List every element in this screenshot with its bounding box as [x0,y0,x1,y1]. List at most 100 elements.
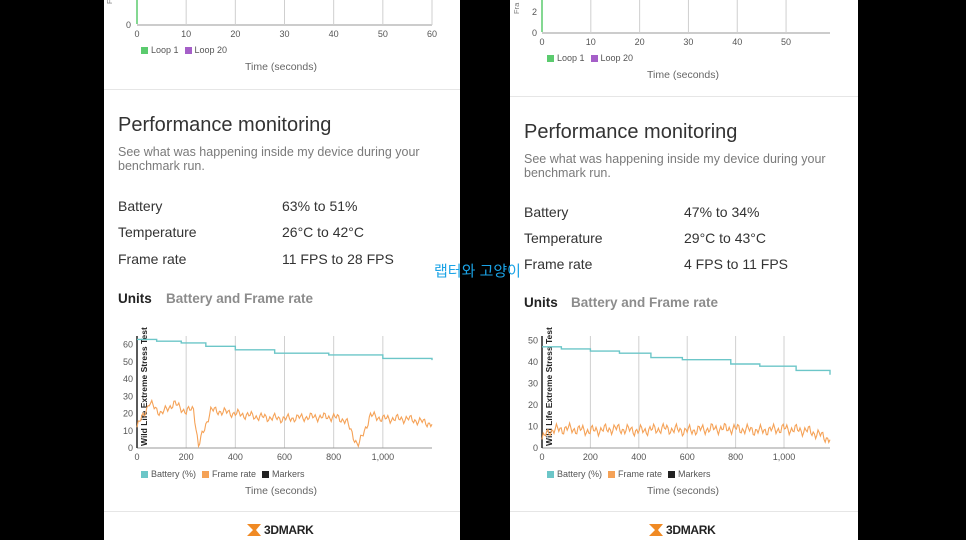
loop-chart-y-tick: 2 [532,7,537,17]
loop-chart-x-tick: 0 [134,29,139,39]
loop-chart-y-label: F [105,0,114,4]
battery-value: 63% to 51% [282,198,358,214]
loop-chart-x-tick: 10 [181,29,191,39]
frame-rate-series-line [136,398,433,449]
x-tick-label: 200 [179,452,194,462]
y-tick-label: 0 [128,443,133,453]
x-tick-label: 1,000 [773,452,796,462]
frame-rate-value: 4 FPS to 11 FPS [684,256,789,272]
legend-loop20: Loop 20 [184,45,227,55]
legend-battery: Battery (%) [141,469,196,479]
stress-test-marker-label: Wild Life Extreme Stress Test [139,327,149,446]
legend-loop20: Loop 20 [590,53,633,63]
temperature-value: 26°C to 42°C [282,224,365,240]
frame-rate-label: Frame rate [118,251,187,267]
loop-chart-x-tick: 40 [329,29,339,39]
loop-chart-x-tick: 20 [635,37,645,47]
y-tick-label: 10 [528,421,538,431]
legend-markers: Markers [668,469,711,479]
x-tick-label: 800 [326,452,341,462]
x-tick-label: 1,000 [372,452,395,462]
3dmark-logo: 3DMARK [649,523,716,537]
y-tick-label: 30 [528,378,538,388]
loop-chart-x-title: Time (seconds) [245,61,317,73]
section-subtitle: See what was happening inside my device … [524,152,826,180]
x-tick-label: 0 [539,452,544,462]
loop-chart-x-tick: 30 [683,37,693,47]
loop-chart-x-tick: 50 [781,37,791,47]
loop-chart-x-tick: 10 [586,37,596,47]
loop-chart: Fra 2 0 0 10 20 30 40 50 [512,0,830,47]
legend-loop1: Loop 1 [547,53,585,63]
left-results-panel: F 0 0 10 20 30 40 50 60 Loop 1 Loop 20 Time (s… [104,0,460,540]
section-title: Performance monitoring [118,114,332,136]
loop-chart-x-tick: 40 [732,37,742,47]
loop-chart-x-tick: 0 [539,37,544,47]
y-tick-label: 20 [123,409,133,419]
loop-chart-x-tick: 60 [427,29,437,39]
section-subtitle: See what was happening inside my device … [118,145,420,173]
legend-battery: Battery (%) [547,469,602,479]
performance-chart-legend: Battery (%) Frame rate Markers [547,469,717,479]
performance-chart-x-title: Time (seconds) [245,485,317,497]
loop-chart-legend: Loop 1 Loop 20 [547,53,639,63]
right-results-panel: Fra 2 0 0 10 20 30 40 50 Loop 1 Loop 20 Time … [510,0,858,540]
temperature-value: 29°C to 43°C [684,230,767,246]
tab-units[interactable]: Units [118,291,152,306]
tab-units[interactable]: Units [524,295,558,310]
battery-label: Battery [524,204,569,220]
x-tick-label: 400 [228,452,243,462]
divider [510,511,858,512]
divider [510,96,858,97]
3dmark-logo-icon [649,524,663,536]
battery-series-line [542,346,831,375]
x-tick-label: 800 [728,452,743,462]
loop-chart-x-tick: 30 [279,29,289,39]
battery-label: Battery [118,198,163,214]
performance-chart-x-title: Time (seconds) [647,485,719,497]
loop-chart-legend: Loop 1 Loop 20 [141,45,233,55]
battery-series-line [137,338,433,361]
temperature-label: Temperature [118,224,197,240]
loop-chart-y-label: Fra [512,2,521,14]
performance-chart-legend: Battery (%) Frame rate Markers [141,469,311,479]
tab-battery-frame-rate[interactable]: Battery and Frame rate [571,295,719,310]
loop-chart-x-title: Time (seconds) [647,69,719,81]
battery-value: 47% to 34% [684,204,760,220]
y-tick-label: 30 [123,391,133,401]
loop-chart-x-tick: 50 [378,29,388,39]
y-tick-label: 60 [123,340,133,350]
legend-frame-rate: Frame rate [608,469,662,479]
y-tick-label: 20 [528,400,538,410]
loop-chart: F 0 0 10 20 30 40 50 60 [105,0,437,39]
performance-chart: 0 10 20 30 40 50 0 200 400 600 800 1,000 Wild Life E… [528,327,831,462]
y-tick-label: 40 [123,374,133,384]
y-tick-label: 0 [533,443,538,453]
watermark-text: 랩터와 고양이 [434,263,521,280]
legend-loop1: Loop 1 [141,45,179,55]
legend-frame-rate: Frame rate [202,469,256,479]
loop-chart-y-tick: 0 [532,28,537,38]
x-tick-label: 600 [680,452,695,462]
frame-rate-label: Frame rate [524,256,593,272]
3dmark-logo: 3DMARK [247,523,314,537]
3dmark-logo-icon [247,524,261,536]
tab-battery-frame-rate[interactable]: Battery and Frame rate [166,291,314,306]
y-tick-label: 10 [123,426,133,436]
x-tick-label: 400 [631,452,646,462]
divider [104,89,460,90]
frame-rate-series-line [541,421,831,445]
stress-test-marker-label: Wild Life Extreme Stress Test [544,327,554,446]
divider [104,511,460,512]
y-tick-label: 40 [528,357,538,367]
temperature-label: Temperature [524,230,603,246]
frame-rate-value: 11 FPS to 28 FPS [282,251,394,267]
x-tick-label: 600 [277,452,292,462]
loop-chart-x-tick: 20 [230,29,240,39]
legend-markers: Markers [262,469,305,479]
loop-chart-y-tick: 0 [126,20,131,30]
x-tick-label: 200 [583,452,598,462]
y-tick-label: 50 [528,335,538,345]
section-title: Performance monitoring [524,121,738,143]
